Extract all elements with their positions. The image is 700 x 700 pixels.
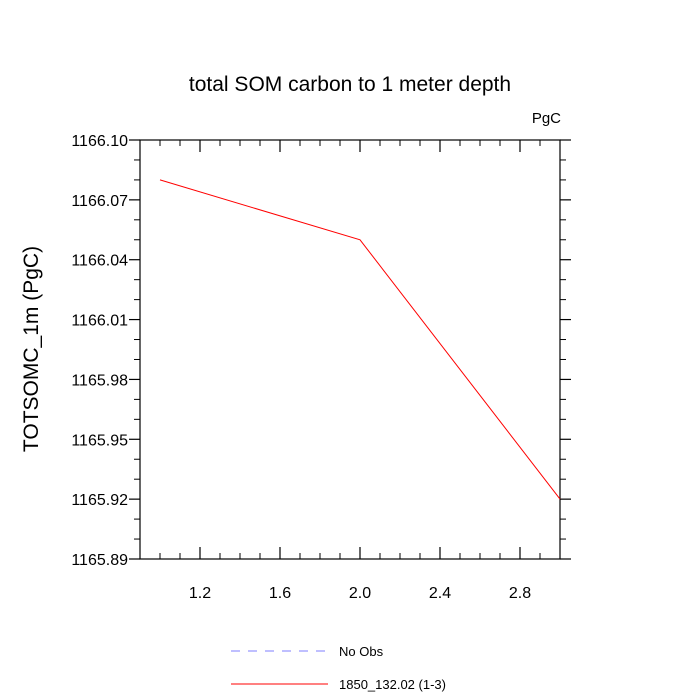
series-layer <box>159 179 561 500</box>
units-label: PgC <box>532 110 561 127</box>
y-tick-label: 1166.04 <box>71 253 128 270</box>
y-tick-label: 1165.95 <box>71 432 128 449</box>
legend: No Obs 1850_132.02 (1-3) <box>231 644 446 692</box>
axis-ticks <box>129 139 571 560</box>
x-tick-label: 2.0 <box>349 585 371 602</box>
y-tick-label: 1166.07 <box>71 193 128 210</box>
x-tick-label: 1.6 <box>269 585 291 602</box>
legend-label: 1850_132.02 (1-3) <box>339 677 446 692</box>
x-tick-label: 2.4 <box>429 585 451 602</box>
x-tick-label: 2.8 <box>509 585 531 602</box>
x-tick-labels: 1.2 1.6 2.0 2.4 2.8 <box>189 585 531 602</box>
plot-frame <box>139 139 561 560</box>
y-tick-label: 1165.92 <box>71 492 128 509</box>
y-tick-label: 1165.89 <box>71 552 128 569</box>
legend-label: No Obs <box>339 644 384 659</box>
y-tick-labels: 1165.89 1165.92 1165.95 1165.98 1166.01 1166.… <box>71 133 128 569</box>
x-tick-label: 1.2 <box>189 585 211 602</box>
series-line <box>159 179 561 500</box>
y-tick-label: 1166.01 <box>71 313 128 330</box>
y-tick-label: 1165.98 <box>71 372 128 389</box>
chart-title: total SOM carbon to 1 meter depth <box>189 73 511 96</box>
y-axis-label: TOTSOMC_1m (PgC) <box>20 246 43 452</box>
y-tick-label: 1166.10 <box>71 133 128 150</box>
